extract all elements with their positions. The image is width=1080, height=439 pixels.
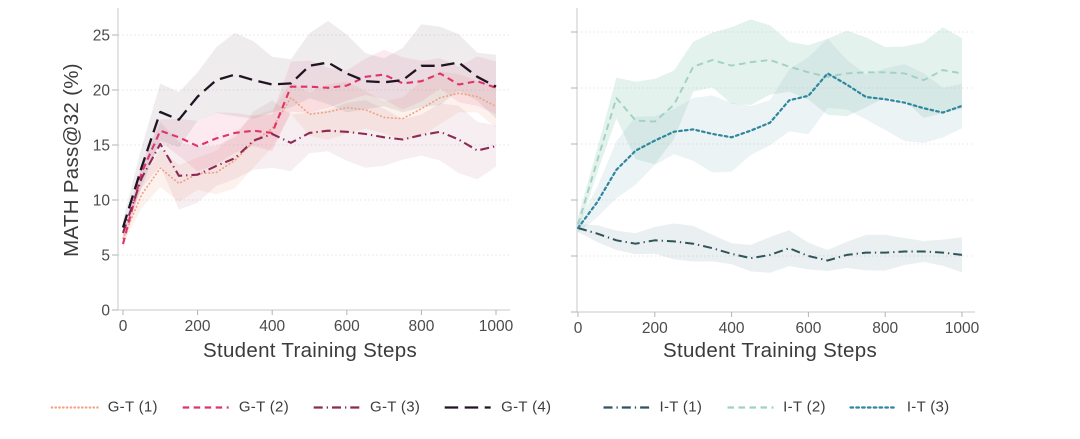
it-chart-canvas: 0 200 400 600 800 1000 [571, 8, 980, 337]
y-tick-label: 20 [93, 83, 111, 100]
legend-label: G-T (1) [107, 398, 158, 416]
legend-label: G-T (2) [238, 398, 289, 416]
x-tick-label: 0 [119, 318, 128, 335]
x-axis-label-right: Student Training Steps [662, 339, 878, 362]
legend-label: I-T (3) [906, 398, 950, 416]
confidence-band-i-t-2 [578, 19, 962, 233]
x-tick-label: 800 [872, 320, 898, 337]
legend-item-i-t-3: I-T (3) [849, 398, 950, 416]
y-tick-label: 5 [101, 248, 110, 265]
x-axis-label-left: Student Training Steps [202, 339, 418, 362]
gt-legend: G-T (1) G-T (2) G-T (3) G-T (4) [50, 398, 552, 416]
x-tick-label: 200 [185, 318, 211, 335]
series-line-g-t-4 [121, 61, 497, 228]
x-tick-label: 400 [719, 320, 745, 337]
legend-item-i-t-1: I-T (1) [603, 399, 703, 416]
y-tick-label: 25 [93, 28, 110, 45]
series-line-i-t-2 [577, 59, 963, 225]
confidence-band-g-t-2 [123, 49, 496, 250]
legend-item-g-t-3: G-T (3) [313, 399, 420, 416]
series-line-g-t-3 [122, 129, 497, 234]
confidence-band-i-t-1 [578, 223, 962, 273]
series-line-i-t-3 [577, 72, 964, 230]
y-tick-label: 0 [101, 303, 110, 320]
y-tick-label: 15 [93, 138, 110, 155]
x-tick-label: 600 [795, 320, 821, 337]
legend-swatch-i-t-1 [603, 405, 650, 409]
legend-swatch-i-t-3 [849, 405, 898, 409]
series-line-i-t-1 [577, 227, 963, 262]
x-tick-label: 0 [574, 320, 583, 337]
confidence-band-i-t-3 [578, 38, 962, 233]
y-tick-label: 10 [93, 193, 111, 210]
legend-label: G-T (4) [501, 398, 552, 416]
x-tick-label: 800 [408, 318, 434, 335]
x-tick-label: 400 [259, 318, 285, 335]
legend-swatch-i-t-2 [727, 405, 774, 409]
legend-label: G-T (3) [370, 398, 421, 416]
y-axis-label: MATH Pass@32 (%) [60, 63, 83, 257]
legend-swatch-g-t-3 [314, 405, 360, 409]
x-tick-label: 1000 [479, 318, 514, 335]
legend-item-g-t-1: G-T (1) [50, 398, 158, 416]
it-legend: I-T (1) I-T (2) I-T (3) [603, 399, 950, 416]
legend-item-g-t-4: G-T (4) [444, 399, 551, 416]
legend-item-i-t-2: I-T (2) [726, 399, 826, 416]
confidence-band-g-t-4 [123, 20, 496, 235]
x-tick-label: 200 [642, 320, 668, 337]
legend-item-g-t-2: G-T (2) [182, 399, 289, 416]
x-tick-label: 1000 [945, 320, 980, 337]
confidence-band-g-t-1 [123, 71, 496, 244]
series-line-g-t-1 [122, 92, 497, 240]
legend-swatch-g-t-1 [50, 405, 99, 409]
legend-label: I-T (1) [659, 398, 703, 416]
series-line-g-t-2 [121, 72, 497, 245]
legend-label: I-T (2) [783, 398, 826, 416]
legend-swatch-g-t-2 [182, 405, 229, 409]
legend-swatch-g-t-4 [445, 405, 492, 409]
confidence-band-g-t-3 [123, 100, 496, 238]
x-tick-label: 600 [334, 318, 360, 335]
